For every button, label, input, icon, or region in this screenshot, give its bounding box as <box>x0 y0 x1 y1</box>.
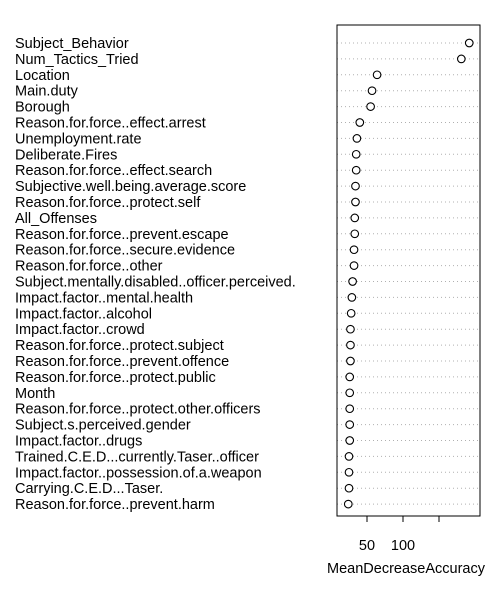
data-point <box>347 293 357 302</box>
variable-label: Reason.for.force..protect.public <box>15 370 216 386</box>
variable-label: Subject.s.perceived.gender <box>15 418 191 434</box>
variable-label: Location <box>15 68 70 84</box>
variable-label: Deliberate.Fires <box>15 147 117 163</box>
variable-label: Main.duty <box>15 84 79 100</box>
data-point <box>352 134 362 143</box>
gridlines <box>337 42 480 505</box>
data-point <box>464 38 474 48</box>
data-points <box>343 38 474 509</box>
variable-label: Reason.for.force..prevent.harm <box>15 497 215 513</box>
x-tick-label: 100 <box>391 538 415 554</box>
data-point <box>350 213 360 223</box>
variable-label: Reason.for.force..prevent.offence <box>15 354 229 370</box>
data-point <box>349 245 359 255</box>
data-point <box>456 54 466 64</box>
data-point <box>349 261 359 270</box>
x-axis: 50 100 MeanDecreaseAccuracy <box>327 515 486 577</box>
variable-label: Reason.for.force..protect.self <box>15 195 201 211</box>
data-point <box>345 420 355 429</box>
variable-label: Num_Tactics_Tried <box>15 52 139 68</box>
variable-label: Carrying.C.E.D...Taser. <box>15 481 163 497</box>
data-point <box>348 277 357 286</box>
data-point <box>372 70 382 80</box>
variable-label: Reason.for.force..prevent.escape <box>15 227 229 243</box>
data-point <box>366 102 375 111</box>
data-point <box>351 181 360 191</box>
data-point <box>351 197 360 207</box>
variable-label: Subject.mentally.disabled..officer.perce… <box>15 275 296 291</box>
variable-label: Reason.for.force..effect.search <box>15 163 212 179</box>
plot-area <box>336 24 481 517</box>
data-point <box>344 467 354 477</box>
x-axis-title: MeanDecreaseAccuracy <box>327 561 486 577</box>
variable-label: Month <box>15 386 55 402</box>
data-point <box>345 436 355 445</box>
variable-labels: Subject_BehaviorNum_Tactics_TriedLocatio… <box>15 36 296 513</box>
variable-label: Subject_Behavior <box>15 36 129 52</box>
data-point <box>346 340 355 350</box>
data-point <box>344 452 354 461</box>
variable-label: Reason.for.force..other <box>15 259 163 275</box>
variable-label: Subjective.well.being.average.score <box>15 179 246 195</box>
variable-label: Impact.factor..alcohol <box>15 306 152 322</box>
variable-label: Trained.C.E.D...currently.Taser..officer <box>15 449 259 465</box>
variable-label: Borough <box>15 100 70 116</box>
data-point <box>367 86 377 96</box>
data-point <box>351 165 361 175</box>
data-point <box>346 324 355 334</box>
variable-label: Impact.factor..possession.of.a.weapon <box>15 465 262 481</box>
data-point <box>346 356 355 366</box>
x-ticks: 50 100 <box>359 516 440 554</box>
variable-label: All_Offenses <box>15 211 97 227</box>
x-tick-label: 50 <box>359 538 375 554</box>
variable-label: Unemployment.rate <box>15 131 142 147</box>
data-point <box>350 229 360 239</box>
variable-label: Reason.for.force..secure.evidence <box>15 243 235 259</box>
variable-label: Reason.for.force..protect.other.officers <box>15 402 261 418</box>
variable-label: Impact.factor..crowd <box>15 322 145 338</box>
data-point <box>345 388 355 398</box>
variable-label: Impact.factor..mental.health <box>15 290 193 306</box>
variable-label: Reason.for.force..protect.subject <box>15 338 224 354</box>
data-point <box>346 308 356 318</box>
data-point <box>355 118 365 127</box>
variable-label: Reason.for.force..effect.arrest <box>15 116 206 132</box>
variable-label: Impact.factor..drugs <box>15 434 142 450</box>
data-point <box>344 483 354 493</box>
data-point <box>345 372 355 382</box>
data-point <box>351 149 361 159</box>
data-point <box>343 499 353 509</box>
plot-frame <box>336 24 481 517</box>
data-point <box>345 404 355 414</box>
